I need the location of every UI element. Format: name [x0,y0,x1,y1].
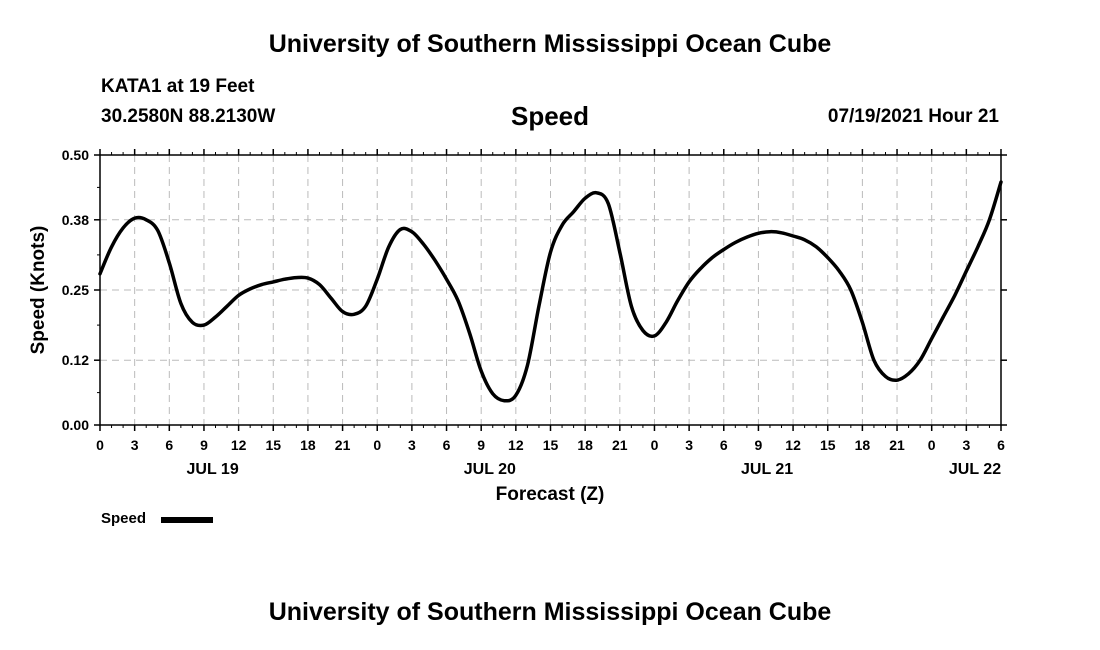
x-tick-label: 21 [335,437,351,453]
x-tick-label: 6 [443,437,451,453]
date-label: JUL 19 [187,461,239,478]
plot-frame [99,154,1002,426]
x-tick-label: 18 [300,437,316,453]
x-tick-label: 9 [477,437,485,453]
footer-title: University of Southern Mississippi Ocean… [268,598,832,626]
x-tick-label: 15 [265,437,281,453]
legend-swatch-speed [161,517,213,523]
x-tick-label: 12 [508,437,524,453]
x-tick-label: 12 [785,437,801,453]
y-tick-label: 0.12 [62,352,89,368]
x-tick-label: 0 [96,437,104,453]
x-tick-label: 0 [373,437,381,453]
station-label: KATA1 at 19 Feet [101,76,255,97]
grid-lines [100,155,1001,425]
y-axis-ticks: 0.00 0.12 0.25 0.38 0.50 [62,147,1007,433]
series-line-speed [98,180,1003,403]
date-labels: JUL 19 JUL 20 JUL 21 JUL 22 [187,461,1002,478]
date-label: JUL 21 [741,461,793,478]
x-tick-label: 0 [651,437,659,453]
x-tick-label: 6 [997,437,1005,453]
forecast-datetime: 07/19/2021 Hour 21 [827,106,999,127]
x-tick-label: 6 [165,437,173,453]
x-tick-label: 21 [889,437,905,453]
x-tick-label: 15 [543,437,559,453]
legend-label: Speed [101,510,147,527]
x-tick-label: 18 [577,437,593,453]
x-tick-label: 0 [928,437,936,453]
x-tick-label: 3 [685,437,693,453]
x-tick-label: 12 [231,437,247,453]
y-axis-label: Speed (Knots) [28,226,49,355]
x-tick-label: 3 [131,437,139,453]
date-label: JUL 22 [949,461,1001,478]
y-tick-label: 0.50 [62,147,89,163]
x-tick-label: 15 [820,437,836,453]
x-tick-label: 3 [408,437,416,453]
x-tick-label: 9 [755,437,763,453]
x-tick-label: 18 [855,437,871,453]
x-tick-label: 21 [612,437,628,453]
y-tick-label: 0.25 [62,282,89,298]
station-coordinates: 30.2580N 88.2130W [101,106,276,127]
x-tick-label: 3 [962,437,970,453]
y-tick-label: 0.00 [62,417,89,433]
x-tick-label: 9 [200,437,208,453]
y-tick-label: 0.38 [62,212,89,228]
chart-title: Speed [510,101,590,131]
date-label: JUL 20 [464,461,516,478]
x-axis-label: Forecast (Z) [496,484,605,505]
page-title: University of Southern Mississippi Ocean… [268,30,832,58]
x-tick-label: 6 [720,437,728,453]
